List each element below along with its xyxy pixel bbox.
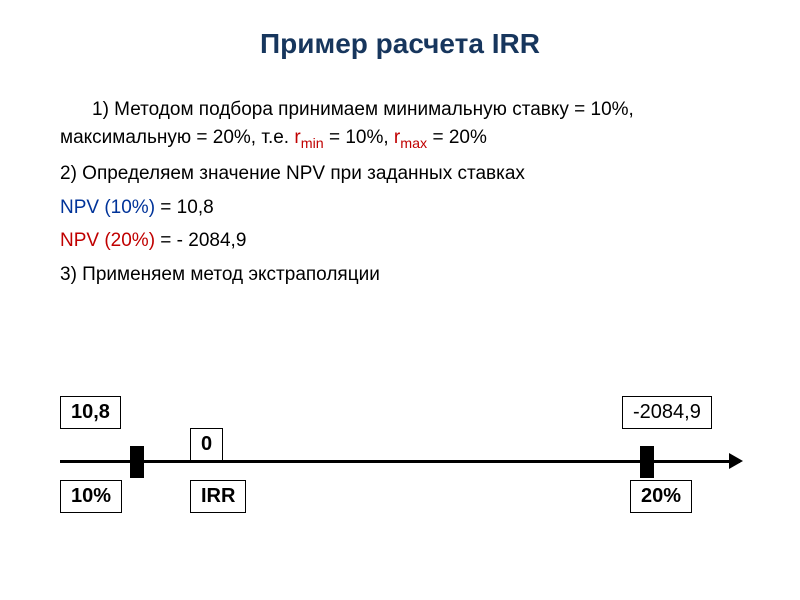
- box-zero: 0: [190, 428, 223, 461]
- npv-20-label: NPV (20%): [60, 230, 155, 251]
- rmin-sub: min: [301, 135, 324, 151]
- irr-diagram: 10,8 0 -2084,9 10% IRR 20%: [60, 380, 740, 560]
- p1-mid: = 10%,: [324, 127, 394, 148]
- number-axis: [60, 460, 740, 463]
- body-text: 1) Методом подбора принимаем минимальную…: [60, 96, 740, 294]
- npv-10-label: NPV (10%): [60, 197, 155, 218]
- npv-10: NPV (10%) = 10,8: [60, 194, 740, 222]
- box-rate-20: 20%: [630, 480, 692, 513]
- npv-20: NPV (20%) = - 2084,9: [60, 227, 740, 255]
- box-rate-10: 10%: [60, 480, 122, 513]
- tick-left: [130, 446, 144, 478]
- slide-title: Пример расчета IRR: [0, 28, 800, 60]
- p1-post: = 20%: [427, 127, 487, 148]
- tick-right: [640, 446, 654, 478]
- rmax-sub: max: [400, 135, 427, 151]
- box-npv-positive: 10,8: [60, 396, 121, 429]
- box-irr: IRR: [190, 480, 246, 513]
- step-2: 2) Определяем значение NPV при заданных …: [60, 160, 740, 188]
- axis-arrowhead: [729, 453, 743, 469]
- step-1: 1) Методом подбора принимаем минимальную…: [60, 96, 740, 154]
- npv-20-value: = - 2084,9: [155, 230, 246, 251]
- step-3: 3) Применяем метод экстраполяции: [60, 261, 740, 289]
- npv-10-value: = 10,8: [155, 197, 214, 218]
- box-npv-negative: -2084,9: [622, 396, 712, 429]
